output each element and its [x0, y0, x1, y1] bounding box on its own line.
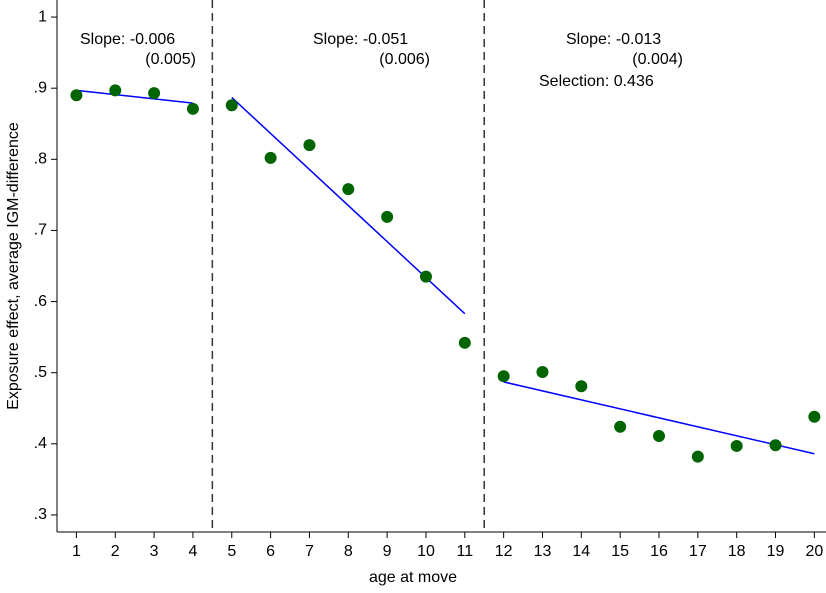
data-point	[730, 439, 743, 452]
data-point	[303, 139, 316, 152]
y-tick-label: .5	[34, 364, 47, 381]
annotation: Slope: -0.006	[80, 31, 175, 48]
annotation: (0.004)	[632, 51, 683, 68]
data-point	[536, 365, 549, 378]
x-tick-label: 18	[728, 543, 746, 560]
x-tick-label: 10	[417, 543, 435, 560]
x-tick-label: 9	[383, 543, 392, 560]
y-tick-label: .3	[34, 506, 47, 523]
x-tick-label: 14	[572, 543, 590, 560]
y-tick-label: .6	[34, 293, 47, 310]
x-axis-label: age at move	[369, 569, 457, 586]
data-point	[458, 336, 471, 349]
x-tick-label: 2	[111, 543, 120, 560]
annotation: Selection: 0.436	[539, 73, 654, 90]
data-point	[225, 99, 238, 112]
x-tick-label: 6	[266, 543, 275, 560]
fit-line	[76, 89, 194, 104]
y-tick-label: 1	[38, 8, 47, 25]
x-tick-label: 17	[689, 543, 707, 560]
data-point	[381, 210, 394, 223]
x-tick-label: 15	[611, 543, 629, 560]
x-tick-label: 8	[344, 543, 353, 560]
data-point	[148, 87, 161, 100]
x-tick-label: 20	[805, 543, 823, 560]
x-tick-label: 12	[495, 543, 513, 560]
fit-line	[503, 381, 815, 455]
x-tick-label: 16	[650, 543, 668, 560]
annotation: Slope: -0.013	[566, 31, 661, 48]
data-point	[419, 270, 432, 283]
data-point	[691, 450, 704, 463]
annotation: (0.006)	[379, 51, 430, 68]
annotation: (0.005)	[145, 51, 196, 68]
x-tick-label: 11	[456, 543, 473, 560]
data-point	[186, 102, 199, 115]
data-point	[769, 439, 782, 452]
x-tick-label: 1	[72, 543, 81, 560]
x-tick-label: 5	[227, 543, 236, 560]
annotation: Slope: -0.051	[313, 31, 408, 48]
data-point	[264, 151, 277, 164]
y-tick-label: .9	[34, 79, 47, 96]
y-tick-label: .4	[34, 435, 47, 452]
data-point	[614, 420, 627, 433]
data-point	[497, 370, 510, 383]
y-tick-label: .8	[34, 151, 47, 168]
y-axis-label: Exposure effect, average IGM-difference	[5, 122, 22, 410]
x-tick-label: 7	[305, 543, 314, 560]
data-point	[109, 84, 122, 97]
data-point	[652, 429, 665, 442]
x-tick-label: 13	[534, 543, 552, 560]
x-tick-label: 4	[188, 543, 197, 560]
data-point	[342, 183, 355, 196]
x-tick-label: 19	[767, 543, 785, 560]
x-tick-label: 3	[150, 543, 159, 560]
data-point	[70, 89, 83, 102]
data-point	[575, 380, 588, 393]
data-point	[808, 410, 821, 423]
y-tick-label: .7	[34, 222, 47, 239]
